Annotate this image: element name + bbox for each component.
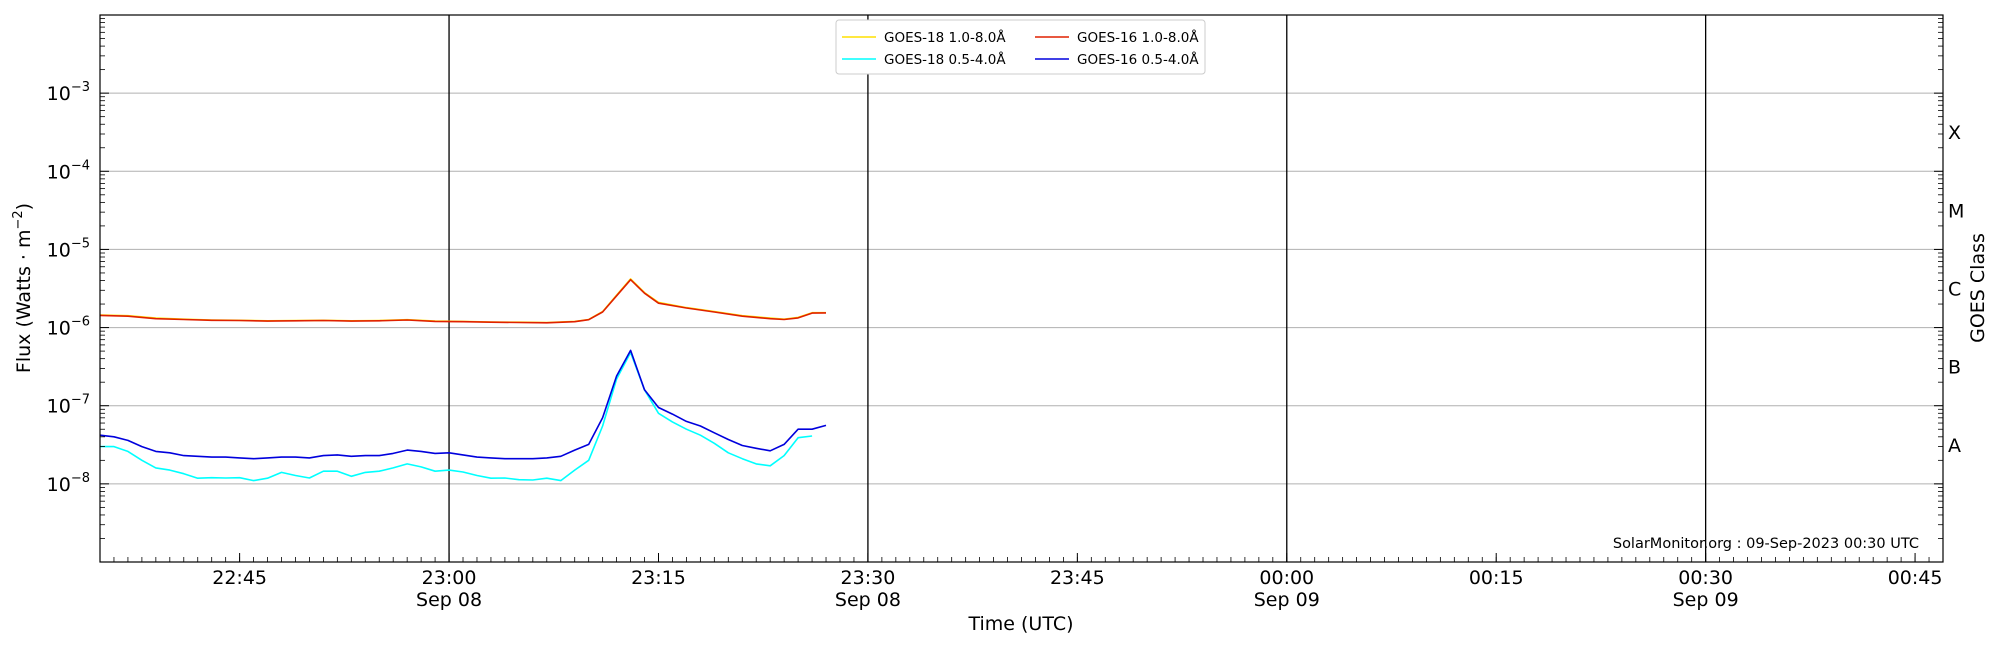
x-tick-date: Sep 08 xyxy=(416,589,482,611)
x-axis-title: Time (UTC) xyxy=(967,613,1073,635)
goes-class-label: X xyxy=(1948,122,1961,144)
legend-label: GOES-18 1.0-8.0Å xyxy=(884,29,1006,46)
y-tick-base: 10 xyxy=(47,83,71,105)
goes-class-label: C xyxy=(1948,279,1961,301)
legend-label: GOES-16 0.5-4.0Å xyxy=(1077,51,1199,68)
y-tick-label: 10−7 xyxy=(47,393,90,418)
y-axis-title: Flux (Watts · m−2) xyxy=(11,203,35,373)
y-tick-label: 10−3 xyxy=(47,80,90,105)
y-tick-exp: −3 xyxy=(71,80,90,95)
y-tick-exp: −8 xyxy=(71,471,90,486)
grid-lines xyxy=(100,92,1943,485)
goes-class-label: A xyxy=(1948,435,1961,457)
legend-label: GOES-16 1.0-8.0Å xyxy=(1077,29,1199,46)
y-axis-title-sup: −2 xyxy=(11,210,26,229)
x-tick-label: 23:45 xyxy=(1050,567,1105,589)
y-tick-label: 10−8 xyxy=(47,471,90,496)
goes-class-axis-title: GOES Class xyxy=(1967,233,1989,343)
x-tick-label: 23:00 xyxy=(422,567,477,589)
legend: GOES-18 1.0-8.0Å GOES-18 0.5-4.0Å GOES-16 … xyxy=(835,19,1206,75)
series-line-3 xyxy=(99,349,827,460)
y-tick-exp: −5 xyxy=(71,236,90,251)
y-tick-label: 10−4 xyxy=(47,158,90,183)
goes-class-labels: X M C B A xyxy=(1948,122,1964,457)
series-line-1 xyxy=(99,278,827,324)
plot-area xyxy=(100,15,1943,562)
y-tick-exp: −6 xyxy=(71,315,90,330)
y-tick-base: 10 xyxy=(47,474,71,496)
x-tick-label: 00:00 xyxy=(1259,567,1314,589)
y-tick-base: 10 xyxy=(47,318,71,340)
data-series xyxy=(99,278,827,482)
x-tick-label: 00:45 xyxy=(1888,567,1943,589)
y-tick-label: 10−6 xyxy=(47,315,90,340)
y-tick-labels: 10−310−410−510−610−710−8 xyxy=(47,80,90,496)
x-tick-date: Sep 08 xyxy=(835,589,901,611)
y-tick-exp: −7 xyxy=(71,393,90,408)
x-tick-date: Sep 09 xyxy=(1254,589,1320,611)
x-tick-date: Sep 09 xyxy=(1673,589,1739,611)
y-axis-title-text: Flux (Watts · m xyxy=(13,230,35,374)
series-line-2 xyxy=(100,351,813,482)
y-tick-base: 10 xyxy=(47,239,71,261)
x-tick-label: 23:30 xyxy=(841,567,896,589)
goes-class-label: M xyxy=(1948,200,1964,222)
x-tick-label: 00:15 xyxy=(1469,567,1524,589)
goes-class-label: B xyxy=(1948,357,1961,379)
x-tick-label: 22:45 xyxy=(212,567,267,589)
plot-frame xyxy=(99,14,1944,563)
y-tick-label: 10−5 xyxy=(47,236,90,261)
x-tick-label: 00:30 xyxy=(1678,567,1733,589)
legend-box xyxy=(835,19,1206,75)
y-tick-base: 10 xyxy=(47,161,71,183)
legend-label: GOES-18 0.5-4.0Å xyxy=(884,51,1006,68)
y-axis-title-close: ) xyxy=(13,203,35,210)
y-tick-base: 10 xyxy=(47,396,71,418)
credit-text: SolarMonitor.org : 09-Sep-2023 00:30 UTC xyxy=(1613,536,1919,552)
x-tick-label: 23:15 xyxy=(631,567,686,589)
y-tick-exp: −4 xyxy=(71,158,90,173)
